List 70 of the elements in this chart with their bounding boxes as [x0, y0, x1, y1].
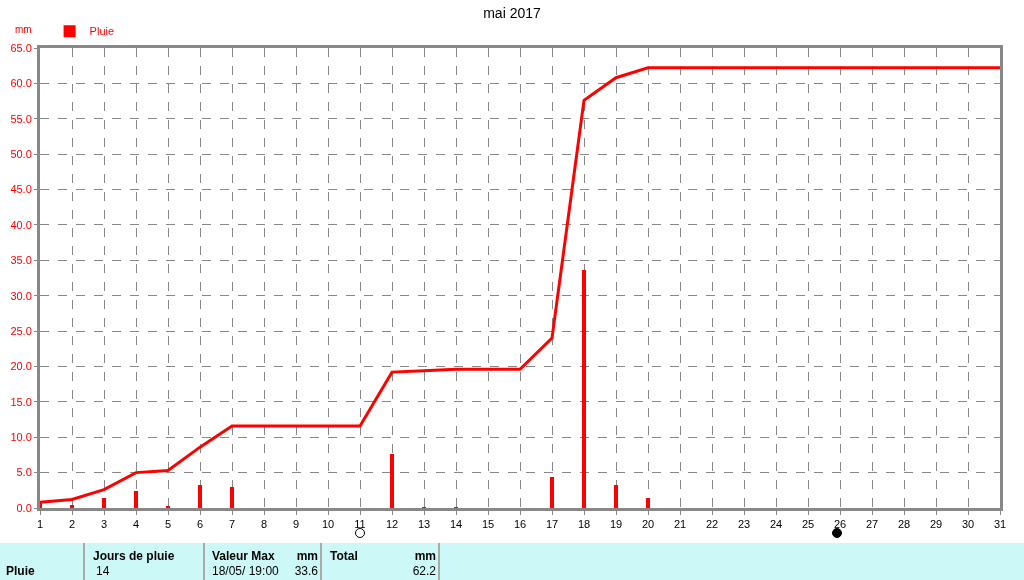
- x-tick-label: 20: [641, 518, 655, 531]
- bar: [646, 498, 650, 508]
- bar: [102, 498, 106, 508]
- x-tick-label: 2: [68, 518, 76, 531]
- x-tick-label: 17: [545, 518, 559, 531]
- y-axis-title: mm: [15, 24, 32, 35]
- bar: [614, 485, 618, 508]
- bar: [582, 270, 586, 508]
- legend-label: Pluie: [89, 25, 115, 38]
- text: 33.6: [294, 564, 318, 578]
- text: Pluie: [6, 564, 35, 578]
- y-tick-label: 35.0: [10, 254, 32, 267]
- x-tick-label: 21: [673, 518, 687, 531]
- x-tick-label: 11: [354, 518, 366, 531]
- x-tick-label: 16: [513, 518, 527, 531]
- bar: [550, 476, 554, 508]
- bar: [134, 491, 138, 508]
- text: Valeur Max: [212, 549, 275, 563]
- chart-title: mai 2017: [483, 4, 542, 21]
- x-tick-label: 4: [132, 518, 140, 531]
- text: 18/05/ 19:00: [212, 564, 279, 578]
- x-tick-label: 5: [164, 518, 172, 531]
- text: mm: [296, 549, 318, 563]
- x-tick-label: 29: [929, 518, 943, 531]
- text: mm: [414, 549, 436, 563]
- y-tick-label: 15.0: [10, 395, 32, 408]
- x-tick-label: 3: [100, 518, 108, 531]
- x-tick-label: 19: [609, 518, 623, 531]
- y-tick-label: 25.0: [10, 324, 32, 337]
- y-tick-label: 65.0: [10, 41, 32, 54]
- x-tick-label: 26: [833, 518, 847, 531]
- bar: [390, 454, 394, 508]
- y-tick-label: 10.0: [10, 431, 32, 444]
- line-series: [40, 66, 1000, 504]
- x-tick-label: 15: [481, 518, 495, 531]
- y-tick-label: 30.0: [10, 289, 32, 302]
- y-tick-label: 60.0: [10, 77, 32, 90]
- x-tick-label: 18: [577, 518, 591, 531]
- x-tick-label: 1: [36, 518, 44, 531]
- x-tick-label: 7: [228, 518, 236, 531]
- x-tick-label: 24: [769, 518, 783, 531]
- x-tick-label: 27: [865, 518, 879, 531]
- text: Jours de pluie: [93, 549, 175, 563]
- bar: [70, 505, 74, 508]
- y-tick-label: 40.0: [10, 218, 32, 231]
- bar: [230, 486, 234, 508]
- y-tick-label: 45.0: [10, 183, 32, 196]
- y-tick-label: 55.0: [10, 112, 32, 125]
- y-tick-label: 20.0: [10, 360, 32, 373]
- text: Total: [330, 549, 358, 563]
- text: 14: [96, 564, 110, 578]
- x-tick-label: 9: [292, 518, 300, 531]
- x-tick-label: 22: [705, 518, 719, 531]
- y-tick-label: 0.0: [16, 501, 32, 514]
- x-tick-label: 31: [993, 518, 1007, 531]
- x-tick-label: 12: [385, 518, 399, 531]
- x-tick-label: 23: [737, 518, 751, 531]
- bar: [166, 505, 170, 508]
- x-tick-label: 8: [260, 518, 268, 531]
- x-tick-label: 13: [417, 518, 431, 531]
- x-tick-label: 25: [801, 518, 815, 531]
- x-tick-label: 14: [449, 518, 463, 531]
- y-tick-label: 5.0: [16, 466, 32, 479]
- bar: [198, 484, 202, 508]
- x-tick-label: 6: [196, 518, 204, 531]
- y-tick-label: 50.0: [10, 148, 32, 160]
- text: 62.2: [412, 564, 436, 578]
- x-tick-label: 30: [961, 518, 975, 531]
- x-tick-label: 10: [321, 518, 335, 531]
- x-tick-label: 28: [897, 518, 911, 531]
